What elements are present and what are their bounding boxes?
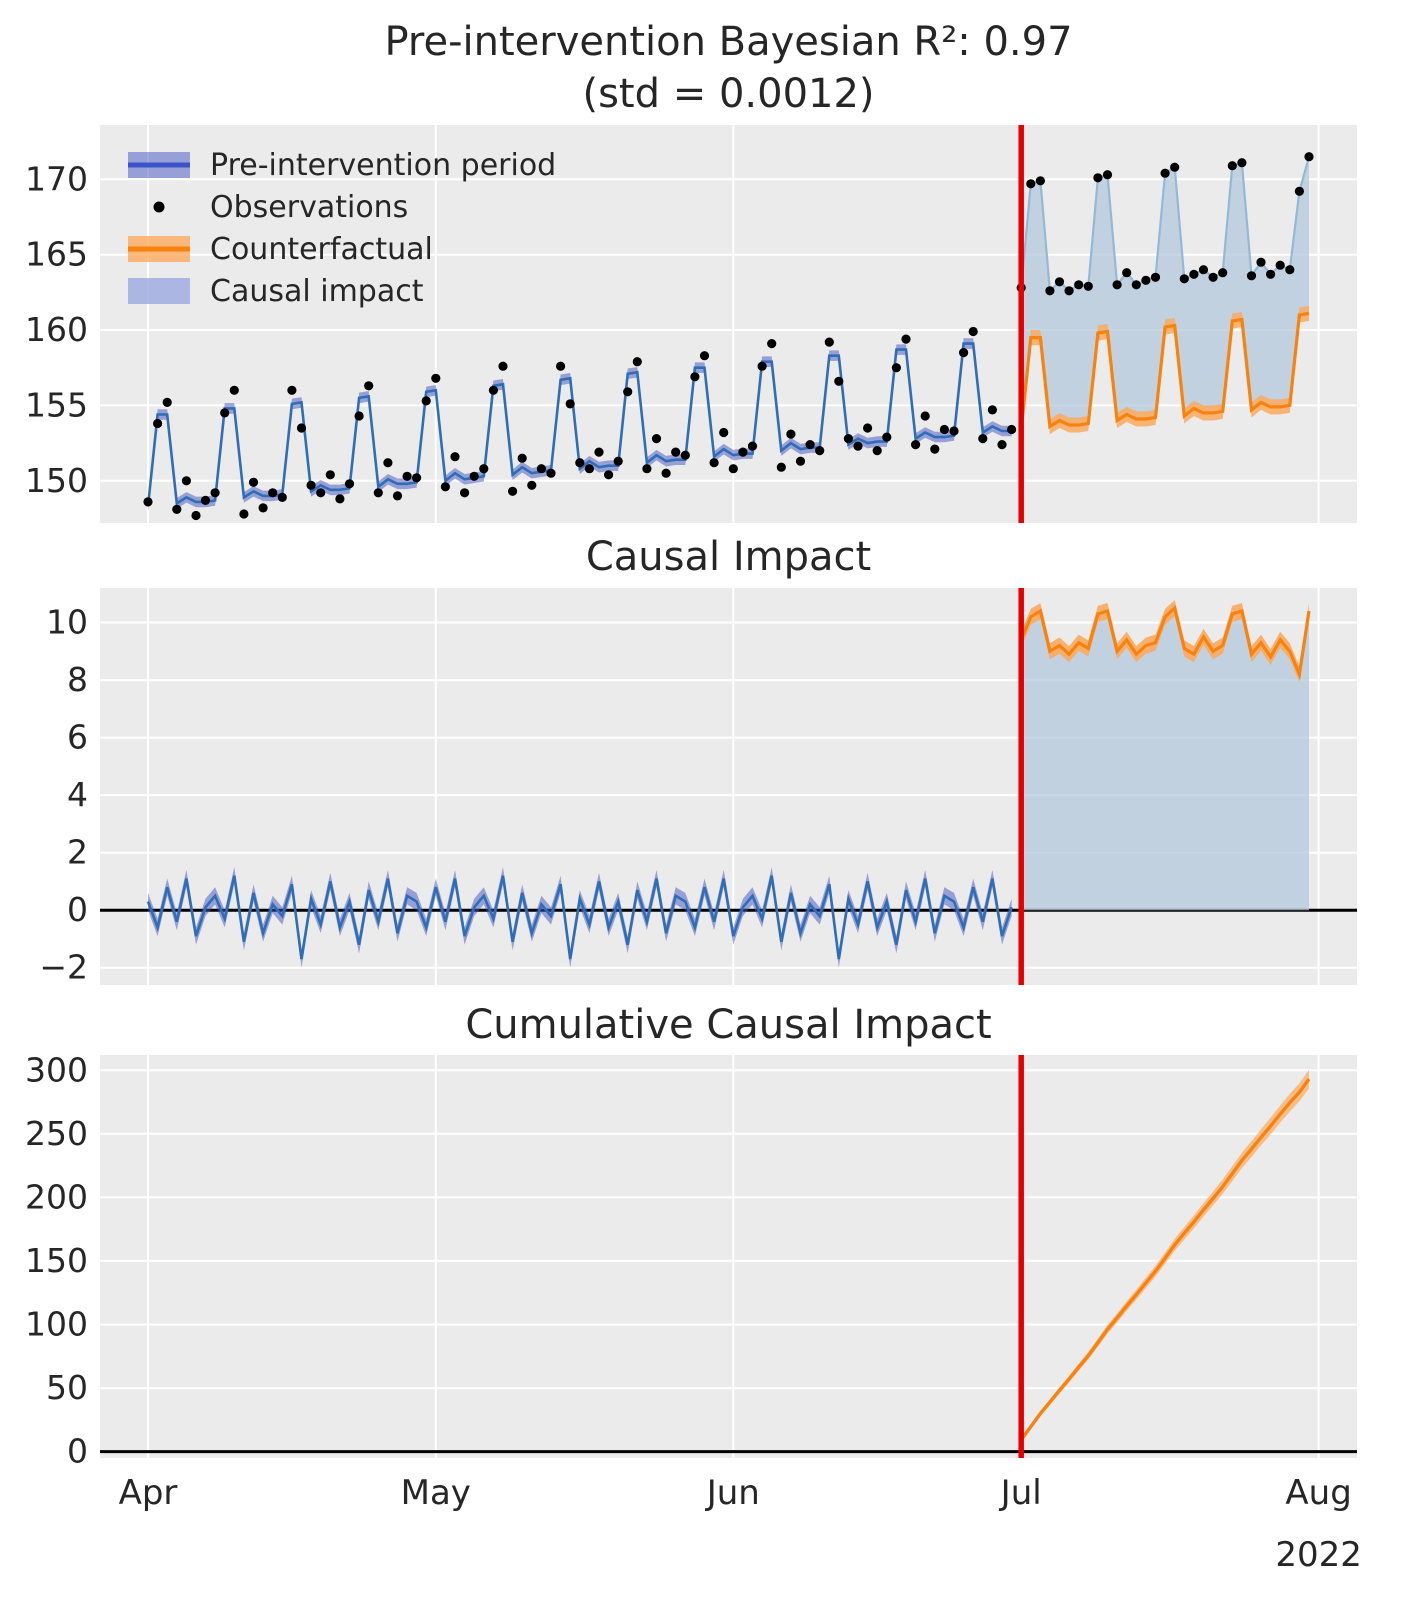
legend-item-observations: Observations xyxy=(128,189,556,225)
pre-intervention-band-swatch xyxy=(128,152,190,178)
observation-dot-icon xyxy=(153,201,165,213)
y-tick-label: 170 xyxy=(25,159,88,198)
y-tick-label: 6 xyxy=(67,718,88,757)
legend-label-pre-intervention: Pre-intervention period xyxy=(210,147,557,183)
x-tick-label: Jun xyxy=(705,1473,760,1513)
x-tick-label: Aug xyxy=(1285,1473,1351,1513)
observations-marker-swatch xyxy=(128,194,190,220)
impact-panel-series xyxy=(146,600,1311,968)
y-tick-label: 50 xyxy=(46,1368,88,1407)
legend-label-causal-impact: Causal impact xyxy=(210,273,424,309)
pre-intervention-mean-line xyxy=(146,342,1012,507)
impact-post-fill xyxy=(1021,608,1309,911)
y-tick-label: 2 xyxy=(67,833,88,872)
cumulative-causal-impact-title: Cumulative Causal Impact xyxy=(465,1002,992,1048)
y-tick-label: 160 xyxy=(25,310,88,349)
y-tick-label: 8 xyxy=(67,660,88,699)
legend-label-observations: Observations xyxy=(210,189,409,225)
figure-title-line2: (std = 0.0012) xyxy=(582,71,875,117)
y-tick-label: 10 xyxy=(46,603,88,642)
y-tick-label: 150 xyxy=(25,461,88,500)
legend-item-causal-impact: Causal impact xyxy=(128,273,556,309)
x-axis-year-label: 2022 xyxy=(1275,1535,1362,1575)
x-tick-label: Jul xyxy=(999,1473,1042,1513)
pre-intervention-line-swatch xyxy=(128,162,190,168)
impact-pre-line xyxy=(146,875,1013,960)
causal-impact-title: Causal Impact xyxy=(585,534,872,580)
y-tick-label: 155 xyxy=(25,385,88,424)
legend: Pre-intervention period Observations Cou… xyxy=(128,147,557,309)
causal-impact-fill xyxy=(1021,156,1309,430)
axis-tick-labels: 150155160165170−202468100501001502002503… xyxy=(25,159,1362,1575)
impact-post-line xyxy=(1019,605,1311,681)
counterfactual-line-swatch xyxy=(128,246,190,252)
figure-title: Pre-intervention Bayesian R²: 0.97 (std … xyxy=(100,16,1357,120)
cumulative-line xyxy=(1019,1078,1311,1441)
y-tick-label: 100 xyxy=(25,1305,88,1344)
y-tick-label: 165 xyxy=(25,235,88,274)
counterfactual-line xyxy=(1019,311,1310,430)
y-tick-label: 150 xyxy=(25,1241,88,1280)
legend-item-counterfactual: Counterfactual xyxy=(128,231,556,267)
y-tick-label: −2 xyxy=(39,948,88,987)
y-tick-label: 0 xyxy=(67,890,88,929)
legend-item-pre-intervention: Pre-intervention period xyxy=(128,147,557,183)
panel-3-background xyxy=(100,1055,1357,1458)
causal-impact-patch-swatch xyxy=(128,278,190,304)
y-tick-label: 300 xyxy=(25,1050,88,1089)
counterfactual-band-swatch xyxy=(128,236,190,262)
figure-title-line1: Pre-intervention Bayesian R²: 0.97 xyxy=(384,19,1073,65)
y-tick-label: 250 xyxy=(25,1114,88,1153)
y-tick-label: 4 xyxy=(67,775,88,814)
observations-scatter xyxy=(143,152,1314,521)
legend-label-counterfactual: Counterfactual xyxy=(210,231,433,267)
y-tick-label: 0 xyxy=(67,1432,88,1471)
y-tick-label: 200 xyxy=(25,1177,88,1216)
x-tick-label: Apr xyxy=(119,1473,178,1513)
cumulative-panel-series xyxy=(1019,1069,1311,1442)
x-tick-label: May xyxy=(401,1473,471,1513)
